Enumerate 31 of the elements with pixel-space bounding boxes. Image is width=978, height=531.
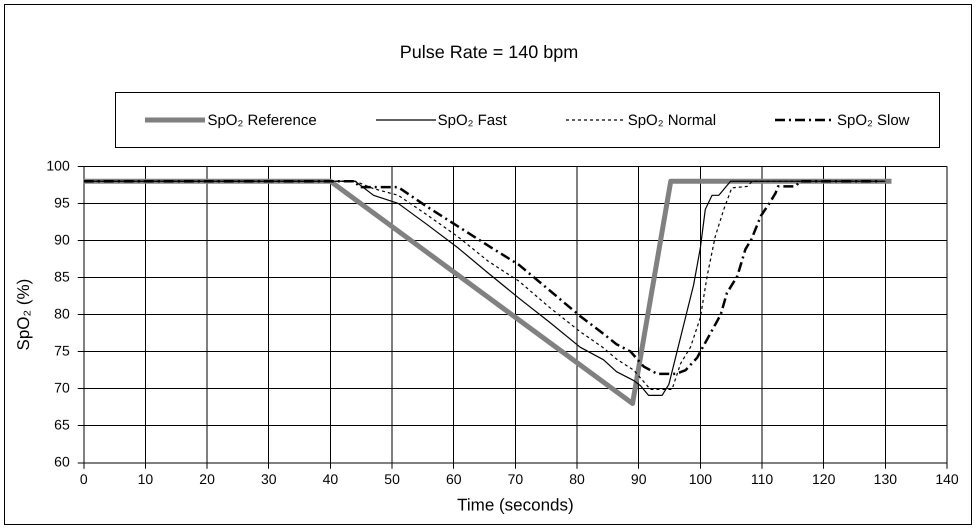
y-tick-label: 70 [54, 380, 70, 396]
x-axis-title: Time (seconds) [457, 495, 574, 514]
x-tick-label: 20 [199, 471, 216, 488]
x-tick-label: 40 [322, 471, 338, 488]
x-tick-label: 110 [750, 471, 774, 488]
x-tick-label: 90 [630, 471, 647, 488]
x-tick-label: 80 [569, 471, 586, 488]
y-tick-label: 85 [54, 268, 70, 284]
y-tick-label: 60 [54, 454, 70, 470]
chart-title: Pulse Rate = 140 bpm [398, 42, 580, 63]
y-tick-label: 90 [54, 231, 70, 248]
x-tick-label: 100 [688, 471, 712, 488]
legend-label: SpO₂ Fast [438, 112, 507, 128]
y-tick-label: 100 [46, 157, 70, 174]
legend-label: SpO₂ Normal [628, 112, 716, 128]
x-tick-label: 70 [508, 471, 524, 488]
y-tick-label: 95 [54, 194, 70, 210]
y-tick-label: 65 [54, 416, 70, 433]
x-tick-label: 50 [384, 471, 400, 488]
x-tick-label: 140 [935, 471, 959, 488]
x-tick-label: 30 [260, 471, 277, 488]
x-tick-label: 60 [446, 471, 462, 488]
x-tick-label: 120 [812, 471, 836, 488]
x-tick-label: 130 [874, 471, 898, 488]
y-tick-label: 75 [54, 342, 70, 359]
y-tick-label: 80 [54, 305, 70, 322]
x-tick-label: 0 [80, 471, 88, 488]
legend-label: SpO₂ Reference [207, 112, 317, 128]
y-axis-title: SpO₂ (%) [14, 278, 33, 350]
x-tick-label: 10 [138, 471, 154, 488]
legend-label: SpO₂ Slow [836, 112, 910, 128]
